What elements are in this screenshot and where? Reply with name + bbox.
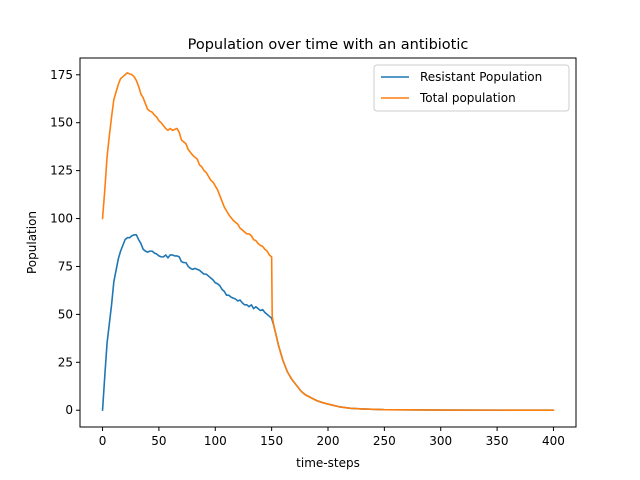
y-tick-label: 175 xyxy=(50,68,73,82)
x-axis-label: time-steps xyxy=(296,456,360,470)
x-tick-label: 50 xyxy=(151,434,166,448)
series-line-2 xyxy=(101,72,555,412)
x-tick-label: 100 xyxy=(204,434,227,448)
x-tick-label: 300 xyxy=(429,434,452,448)
x-tick-label: 350 xyxy=(486,434,509,448)
x-axis: 0 50 100 150 200 250 300 350 400 xyxy=(99,427,565,448)
x-tick-label: 0 xyxy=(99,434,107,448)
series-layer xyxy=(101,72,555,412)
legend-label: Resistant Population xyxy=(420,70,542,84)
chart-title: Population over time with an antibiotic xyxy=(188,37,469,53)
y-axis: 0 25 50 75 100 125 150 175 xyxy=(50,68,80,417)
legend-label: Total population xyxy=(419,91,516,105)
y-axis-label: Population xyxy=(25,211,39,274)
y-tick-label: 100 xyxy=(50,212,73,226)
y-tick-label: 0 xyxy=(65,403,73,417)
y-tick-label: 125 xyxy=(50,164,73,178)
x-tick-label: 200 xyxy=(317,434,340,448)
y-tick-label: 50 xyxy=(58,307,73,321)
legend-box xyxy=(373,64,570,112)
y-tick-label: 150 xyxy=(50,116,73,130)
x-tick-label: 250 xyxy=(373,434,396,448)
y-tick-label: 25 xyxy=(58,355,73,369)
legend: Resistant Population Total population xyxy=(373,64,570,112)
x-tick-label: 150 xyxy=(260,434,283,448)
y-tick-label: 75 xyxy=(58,259,73,273)
x-tick-label: 400 xyxy=(542,434,565,448)
